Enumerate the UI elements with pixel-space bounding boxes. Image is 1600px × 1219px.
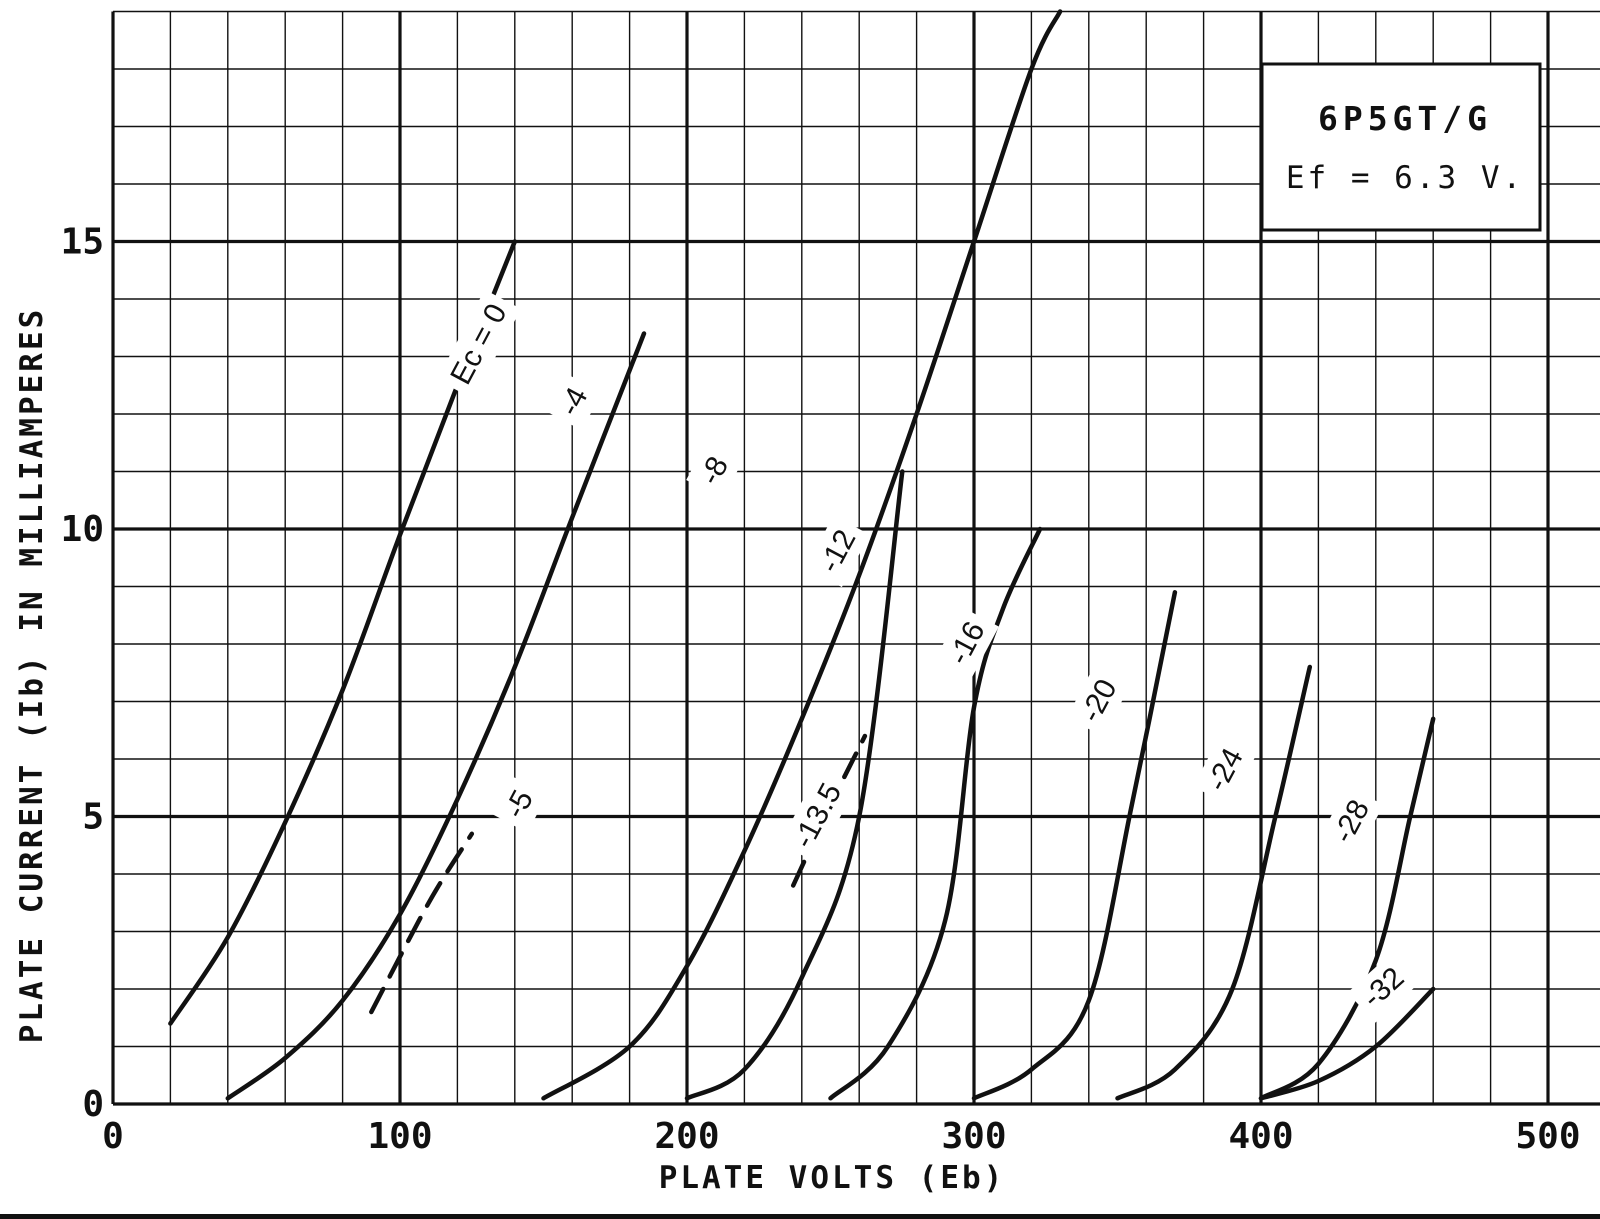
curve-5 [369,831,475,1015]
y-tick-label: 15 [61,222,104,263]
curve-24 [1115,664,1313,1101]
curve-label-background [1319,785,1384,858]
curve-label-background [491,775,548,833]
tick-labels: 0 100 200 300 400 500 0 5 10 15 [61,222,1581,1158]
curve-32 [1258,986,1436,1101]
curve-label-background [1066,664,1131,737]
y-tick-label: 0 [82,1084,104,1125]
x-axis-label: PLATE VOLTS (Eb) [659,1160,1006,1196]
curve-label-background [805,515,870,588]
curve-8 [541,9,1063,1101]
title-box: 6P5GT/G Ef = 6.3 V. [1260,62,1542,232]
grid [111,10,1600,1106]
curve-label-background [934,607,999,680]
curve-12 [684,469,905,1101]
x-tick-label: 100 [367,1116,432,1157]
curve-4 [225,331,647,1101]
x-tick-label: 200 [654,1116,719,1157]
title-box-frame [1260,62,1542,232]
curve-label-background [1193,733,1258,806]
curve-label-background [686,442,743,500]
curve-16 [828,526,1043,1101]
curve-label-background [436,289,521,399]
x-tick-label: 500 [1515,1116,1580,1157]
chart-subtitle: Ef = 6.3 V. [1286,160,1524,196]
curve-28 [1258,716,1436,1101]
x-tick-label: 400 [1228,1116,1293,1157]
x-tick-label: 0 [102,1116,124,1157]
curves [168,9,1436,1101]
curve-label-background [779,768,856,863]
x-tick-label: 300 [941,1116,1006,1157]
y-tick-label: 10 [61,509,104,550]
y-axis-label: PLATE CURRENT (Ib) IN MILLIAMPERES [14,307,50,1044]
y-tick-label: 5 [82,797,104,838]
curve-20 [971,590,1178,1101]
bottom-border [0,1214,1600,1219]
chart-title: 6P5GT/G [1318,99,1492,138]
curve-label-background [545,373,602,431]
curve-label-background [1347,952,1420,1023]
